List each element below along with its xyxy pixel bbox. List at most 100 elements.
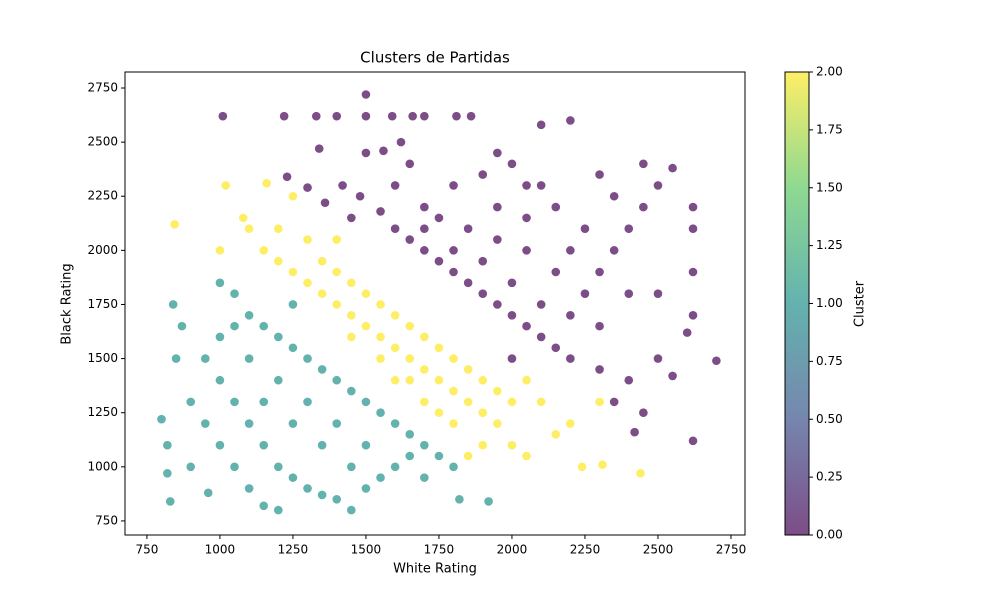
colorbar-tick-label: 1.25 <box>816 238 843 252</box>
point <box>311 111 321 121</box>
point <box>332 111 342 121</box>
y-tick-label: 1500 <box>87 351 118 365</box>
point <box>332 494 342 504</box>
point <box>230 289 239 298</box>
point <box>361 397 371 407</box>
point <box>361 289 371 298</box>
point <box>171 354 181 363</box>
point <box>449 386 458 396</box>
point <box>507 440 517 450</box>
point <box>507 310 517 320</box>
point <box>507 354 517 363</box>
point <box>259 501 269 511</box>
point <box>332 375 342 385</box>
point <box>522 246 531 255</box>
point <box>688 202 698 212</box>
point <box>405 451 415 461</box>
point <box>405 375 415 385</box>
point <box>244 354 254 363</box>
point <box>580 289 590 298</box>
point <box>379 146 388 156</box>
point <box>420 202 429 212</box>
point <box>609 191 619 201</box>
point <box>420 224 429 234</box>
point <box>624 224 634 234</box>
point <box>536 181 546 190</box>
point <box>332 419 342 428</box>
point <box>347 386 356 396</box>
y-tick-label: 2000 <box>87 243 118 257</box>
point <box>493 235 502 244</box>
point <box>536 120 546 130</box>
point <box>595 321 604 331</box>
point <box>303 183 312 192</box>
point <box>466 111 476 121</box>
point <box>244 224 254 234</box>
point <box>215 332 225 342</box>
point <box>434 408 444 418</box>
point <box>230 397 239 407</box>
point <box>449 181 458 190</box>
point <box>668 163 677 173</box>
point <box>288 473 298 482</box>
point <box>186 462 196 472</box>
point <box>522 451 531 461</box>
point <box>230 462 239 472</box>
point <box>314 144 324 153</box>
point <box>551 267 561 277</box>
point <box>163 440 172 450</box>
point <box>536 397 546 407</box>
point <box>580 224 590 234</box>
point <box>317 365 327 374</box>
point <box>493 202 502 212</box>
point <box>361 484 371 493</box>
point <box>688 267 698 277</box>
point <box>390 343 400 353</box>
x-tick-label: 2750 <box>716 543 747 557</box>
point <box>303 235 312 244</box>
point <box>449 462 458 472</box>
point <box>390 462 400 472</box>
point <box>478 375 488 385</box>
point <box>376 300 385 309</box>
colorbar <box>784 71 810 536</box>
point <box>215 440 225 450</box>
point <box>434 256 444 266</box>
point <box>420 332 429 342</box>
point <box>551 343 561 353</box>
point <box>376 473 385 482</box>
point <box>595 397 604 407</box>
point <box>536 300 546 309</box>
point <box>420 397 429 407</box>
point <box>317 440 327 450</box>
point <box>653 181 663 190</box>
point <box>507 397 517 407</box>
point <box>259 440 269 450</box>
point <box>595 267 604 277</box>
point <box>317 256 327 266</box>
point <box>624 375 634 385</box>
colorbar-tick-label: 1.75 <box>816 122 843 136</box>
point <box>355 191 365 201</box>
point <box>507 159 517 169</box>
point <box>493 419 502 428</box>
point <box>390 224 400 234</box>
point <box>434 343 444 353</box>
point <box>221 181 231 190</box>
point <box>434 213 444 223</box>
point <box>449 354 458 363</box>
colorbar-tick-label: 0.25 <box>816 470 843 484</box>
point <box>639 408 648 418</box>
point <box>463 365 473 374</box>
point <box>463 224 473 234</box>
point <box>361 440 371 450</box>
point <box>420 440 429 450</box>
point <box>303 484 312 493</box>
point <box>452 111 461 121</box>
point <box>303 397 312 407</box>
point <box>361 90 371 99</box>
colorbar-tick-label: 1.00 <box>816 296 843 310</box>
point <box>577 462 587 472</box>
point <box>338 181 347 190</box>
